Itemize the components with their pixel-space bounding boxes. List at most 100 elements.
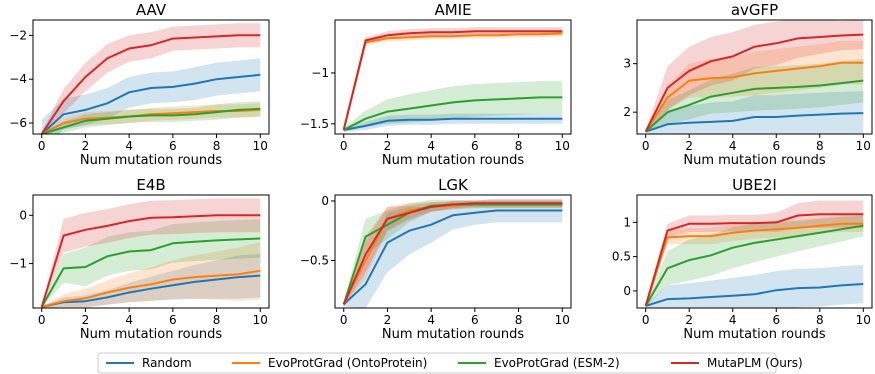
- point-evoprotgrad-esm-2: [386, 224, 388, 226]
- point-evoprotgrad-ontoprotein: [666, 97, 668, 99]
- point-evoprotgrad-ontoprotein: [862, 223, 864, 225]
- point-mutaplm-ours: [216, 214, 218, 216]
- point-evoprotgrad-esm-2: [841, 82, 843, 84]
- point-random: [666, 123, 668, 125]
- point-evoprotgrad-ontoprotein: [128, 287, 130, 289]
- x-tick-label: 0: [38, 139, 46, 153]
- x-tick-label: 6: [772, 139, 780, 153]
- point-random: [237, 276, 239, 278]
- line-mutaplm-ours: [342, 202, 563, 305]
- point-mutaplm-ours: [84, 76, 86, 78]
- point-evoprotgrad-ontoprotein: [732, 232, 734, 234]
- panel-e4b: 0 2 4 6 8 10 −1 0 E4B Num mutation rounds: [9, 176, 270, 342]
- line-evoprotgrad-ontoprotein: [342, 32, 563, 131]
- band-mutaplm-ours: [645, 20, 864, 133]
- point-random: [710, 296, 712, 298]
- point-evoprotgrad-esm-2: [474, 99, 476, 101]
- point-random: [688, 122, 690, 124]
- axes-frame: [334, 19, 572, 135]
- x-tick-label: 10: [555, 313, 570, 327]
- point-evoprotgrad-esm-2: [408, 108, 410, 110]
- axes-frame: [32, 19, 270, 135]
- point-evoprotgrad-esm-2: [237, 238, 239, 240]
- legend-label: EvoProtGrad (ESM-2): [494, 356, 620, 370]
- point-evoprotgrad-esm-2: [797, 86, 799, 88]
- point-mutaplm-ours: [408, 32, 410, 34]
- point-random: [862, 283, 864, 285]
- point-evoprotgrad-esm-2: [452, 101, 454, 103]
- line-random: [343, 117, 563, 131]
- point-evoprotgrad-esm-2: [754, 242, 756, 244]
- x-axis-label: Num mutation rounds: [80, 327, 223, 342]
- point-evoprotgrad-ontoprotein: [365, 259, 367, 261]
- point-random: [862, 112, 864, 114]
- point-random: [797, 287, 799, 289]
- point-mutaplm-ours: [775, 221, 777, 223]
- band-random: [41, 58, 261, 134]
- x-tick-label: 0: [340, 313, 348, 327]
- point-mutaplm-ours: [63, 100, 65, 102]
- point-mutaplm-ours: [732, 222, 734, 224]
- panel-amie: 0 2 4 6 8 10 −1.5 −1 AMIE Num mutation rounds: [300, 1, 572, 168]
- x-tick-label: 10: [856, 139, 871, 153]
- point-mutaplm-ours: [430, 206, 432, 208]
- point-mutaplm-ours: [237, 214, 239, 216]
- line-random: [645, 112, 864, 133]
- point-evoprotgrad-ontoprotein: [775, 228, 777, 230]
- y-tick-label: −1: [311, 66, 329, 80]
- point-mutaplm-ours: [518, 30, 520, 32]
- line-evoprotgrad-ontoprotein: [644, 61, 864, 133]
- x-axis-label: Num mutation rounds: [683, 153, 826, 168]
- point-mutaplm-ours: [797, 37, 799, 39]
- line-mutaplm-ours: [342, 30, 563, 131]
- point-evoprotgrad-ontoprotein: [841, 223, 843, 225]
- panel-title: avGFP: [731, 1, 778, 19]
- x-tick-label: 0: [642, 313, 650, 327]
- point-evoprotgrad-ontoprotein: [216, 275, 218, 277]
- point-random: [386, 120, 388, 122]
- point-mutaplm-ours: [172, 216, 174, 218]
- point-evoprotgrad-ontoprotein: [754, 72, 756, 74]
- point-random: [775, 116, 777, 118]
- y-tick-label: 0: [321, 194, 329, 208]
- band-mutaplm-ours: [343, 27, 563, 133]
- point-evoprotgrad-esm-2: [561, 96, 563, 98]
- line-evoprotgrad-ontoprotein: [644, 222, 864, 307]
- band-evoprotgrad-esm-2: [645, 58, 864, 133]
- point-evoprotgrad-ontoprotein: [106, 292, 108, 294]
- point-random: [259, 74, 261, 76]
- band-evoprotgrad-esm-2: [41, 101, 261, 134]
- point-evoprotgrad-ontoprotein: [797, 227, 799, 229]
- band-evoprotgrad-ontoprotein: [645, 40, 864, 133]
- point-mutaplm-ours: [754, 222, 756, 224]
- y-tick-label: 0.5: [612, 250, 631, 264]
- point-mutaplm-ours: [732, 55, 734, 57]
- x-tick-label: 8: [515, 313, 523, 327]
- point-mutaplm-ours: [237, 34, 239, 36]
- plot-area: [644, 20, 864, 134]
- line-mutaplm-ours: [644, 213, 864, 307]
- point-mutaplm-ours: [216, 35, 218, 37]
- point-random: [841, 284, 843, 286]
- point-mutaplm-ours: [259, 34, 261, 36]
- legend-label: MutaPLM (Ours): [707, 356, 803, 370]
- line-random: [343, 209, 563, 306]
- point-mutaplm-ours: [408, 212, 410, 214]
- point-mutaplm-ours: [688, 223, 690, 225]
- point-mutaplm-ours: [386, 218, 388, 220]
- legend: Random EvoProtGrad (OntoProtein) EvoProtGr…: [97, 352, 803, 374]
- axes-frame: [636, 19, 873, 135]
- legend-label: Random: [142, 356, 192, 370]
- point-random: [496, 118, 498, 120]
- y-tick-label: −1.5: [300, 117, 329, 131]
- point-evoprotgrad-esm-2: [172, 242, 174, 244]
- line-evoprotgrad-esm-2: [40, 237, 261, 308]
- panel-aav: 0 2 4 6 8 10 −6 −4 −2 AAV Num mutation rounds: [9, 1, 270, 168]
- point-evoprotgrad-ontoprotein: [63, 300, 65, 302]
- point-mutaplm-ours: [862, 34, 864, 36]
- point-evoprotgrad-esm-2: [775, 239, 777, 241]
- line-mutaplm-ours: [644, 33, 864, 133]
- point-evoprotgrad-esm-2: [237, 109, 239, 111]
- point-random: [666, 298, 668, 300]
- point-evoprotgrad-ontoprotein: [688, 235, 690, 237]
